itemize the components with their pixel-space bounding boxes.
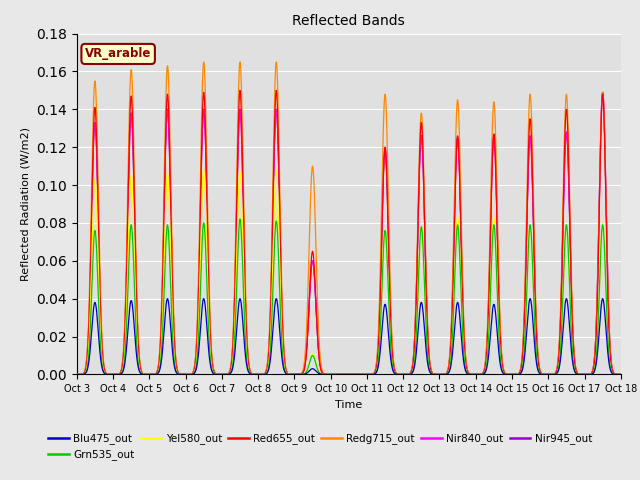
Yel580_out: [441, 372, 449, 377]
Nir840_out: [171, 340, 179, 346]
Grn535_out: [502, 372, 509, 377]
Red655_out: [329, 372, 337, 377]
Nir840_out: [599, 89, 607, 95]
Red655_out: [73, 372, 81, 377]
Nir945_out: [502, 372, 509, 377]
Red655_out: [441, 372, 449, 377]
Blu475_out: [73, 372, 81, 377]
Line: Redg715_out: Redg715_out: [77, 62, 621, 374]
Grn535_out: [73, 372, 81, 377]
Yel580_out: [171, 357, 179, 362]
Red655_out: [171, 345, 179, 350]
Red655_out: [236, 87, 244, 93]
Nir840_out: [616, 372, 624, 377]
Line: Blu475_out: Blu475_out: [77, 299, 621, 374]
Grn535_out: [441, 372, 449, 377]
Blu475_out: [617, 372, 625, 377]
Line: Red655_out: Red655_out: [77, 90, 621, 374]
Red655_out: [471, 372, 479, 377]
Grn535_out: [617, 372, 625, 377]
Blu475_out: [328, 372, 336, 377]
Nir945_out: [171, 340, 179, 346]
Blu475_out: [502, 372, 509, 377]
Redg715_out: [329, 372, 337, 377]
Nir840_out: [502, 372, 509, 377]
Yel580_out: [329, 372, 337, 377]
Redg715_out: [616, 372, 624, 377]
Line: Nir840_out: Nir840_out: [77, 92, 621, 374]
Nir945_out: [616, 372, 624, 377]
Nir840_out: [73, 372, 81, 377]
Yel580_out: [616, 372, 624, 377]
Yel580_out: [471, 372, 479, 377]
Nir945_out: [617, 372, 625, 377]
Grn535_out: [471, 372, 479, 377]
Legend: Blu475_out, Grn535_out, Yel580_out, Red655_out, Redg715_out, Nir840_out, Nir945_: Blu475_out, Grn535_out, Yel580_out, Red6…: [44, 429, 596, 465]
Nir945_out: [440, 372, 448, 377]
Blu475_out: [440, 372, 448, 377]
Line: Nir945_out: Nir945_out: [77, 92, 621, 374]
Nir840_out: [328, 372, 336, 377]
Nir840_out: [617, 372, 625, 377]
Nir945_out: [73, 372, 81, 377]
Yel580_out: [73, 372, 81, 377]
Red655_out: [617, 372, 625, 377]
Blu475_out: [171, 364, 179, 370]
Nir840_out: [440, 372, 448, 377]
Nir945_out: [599, 89, 607, 95]
Red655_out: [616, 372, 624, 377]
Redg715_out: [73, 372, 81, 377]
Yel580_out: [617, 372, 625, 377]
Text: VR_arable: VR_arable: [85, 48, 151, 60]
Grn535_out: [171, 360, 179, 366]
Grn535_out: [616, 372, 624, 377]
Grn535_out: [329, 372, 337, 377]
Blu475_out: [599, 296, 607, 301]
Yel580_out: [502, 372, 509, 377]
Blu475_out: [471, 372, 479, 377]
X-axis label: Time: Time: [335, 400, 362, 409]
Nir840_out: [471, 372, 479, 377]
Line: Yel580_out: Yel580_out: [77, 170, 621, 374]
Redg715_out: [200, 59, 207, 65]
Nir945_out: [471, 372, 479, 377]
Redg715_out: [171, 335, 179, 341]
Redg715_out: [471, 372, 479, 377]
Nir945_out: [328, 372, 336, 377]
Blu475_out: [616, 372, 624, 377]
Red655_out: [502, 372, 509, 377]
Redg715_out: [502, 372, 509, 377]
Title: Reflected Bands: Reflected Bands: [292, 14, 405, 28]
Redg715_out: [617, 372, 625, 377]
Redg715_out: [441, 372, 449, 377]
Grn535_out: [236, 216, 244, 222]
Y-axis label: Reflected Radiation (W/m2): Reflected Radiation (W/m2): [20, 127, 31, 281]
Line: Grn535_out: Grn535_out: [77, 219, 621, 374]
Yel580_out: [200, 167, 207, 173]
